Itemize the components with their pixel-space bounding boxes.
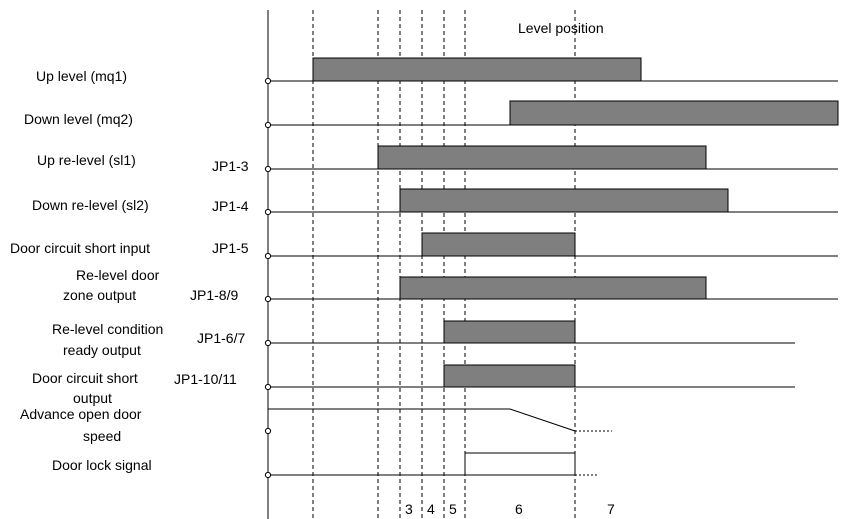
speed-curve [268, 408, 576, 432]
lock-pulse [464, 452, 576, 475]
terminal-circle [264, 208, 272, 216]
signal-label: speed [83, 428, 121, 444]
zone-label: 7 [607, 501, 615, 517]
signal-label: Door circuit short [32, 370, 138, 386]
signal-row-door-lock-signal: Door lock signal [52, 452, 597, 479]
signal-row-advance-open-door-speed: Advance open door speed [20, 406, 612, 444]
level-position-title: Level position [518, 20, 604, 36]
terminal-circle [264, 427, 272, 435]
signal-pulse [443, 320, 576, 344]
terminal-circle [264, 121, 272, 129]
signal-label: Door circuit short input [10, 240, 150, 256]
signal-label: Up level (mq1) [36, 68, 127, 84]
terminal-circle [264, 165, 272, 173]
signal-label: Re-level door [76, 267, 160, 283]
zone-label: 4 [427, 501, 435, 517]
signal-label: output [73, 390, 112, 406]
signal-label: Door lock signal [52, 457, 152, 473]
terminal-circle [264, 252, 272, 260]
signal-pulse [443, 364, 576, 388]
signal-row-down-re-level: Down re-level (sl2) JP1-4 [32, 188, 838, 216]
signal-pulse [509, 100, 839, 126]
port-label: JP1-4 [212, 198, 249, 214]
zone-label: 3 [405, 501, 413, 517]
port-label: JP1-8/9 [190, 287, 238, 303]
zone-labels: 3 4 5 6 7 [405, 501, 615, 517]
signal-pulse [312, 57, 642, 82]
port-label: JP1-5 [212, 240, 249, 256]
terminal-circle [264, 295, 272, 303]
zone-markers [312, 10, 576, 519]
signal-label: zone output [63, 287, 136, 303]
terminal-circle [264, 339, 272, 347]
port-label: JP1-3 [212, 158, 249, 174]
signal-pulse [399, 188, 729, 213]
terminal-circle [264, 471, 272, 479]
port-label: JP1-6/7 [197, 330, 245, 346]
signal-label: Up re-level (sl1) [37, 152, 136, 168]
signal-row-re-level-condition-ready-output: Re-level condition ready output JP1-6/7 [52, 320, 795, 358]
signal-row-up-re-level: Up re-level (sl1) JP1-3 [37, 145, 838, 174]
signal-label: ready output [63, 342, 141, 358]
signal-label: Re-level condition [52, 321, 163, 337]
signal-pulse [399, 276, 707, 300]
signal-row-door-circuit-short-output: Door circuit short output JP1-10/11 [32, 364, 795, 406]
terminal-circle [264, 383, 272, 391]
zone-label: 6 [515, 501, 523, 517]
signal-label: Down re-level (sl2) [32, 197, 149, 213]
signal-row-down-level: Down level (mq2) [24, 100, 839, 129]
signal-label: Down level (mq2) [24, 111, 133, 127]
signal-row-door-circuit-short-input: Door circuit short input JP1-5 [10, 232, 838, 260]
signal-pulse [421, 232, 576, 257]
signal-pulse [377, 145, 707, 170]
signal-row-up-level: Up level (mq1) [36, 57, 838, 85]
zone-label: 5 [449, 501, 457, 517]
signal-row-re-level-door-zone-output: Re-level door zone output JP1-8/9 [63, 267, 838, 303]
signal-label: Advance open door [20, 406, 142, 422]
port-label: JP1-10/11 [174, 371, 237, 387]
terminal-circle [264, 77, 272, 85]
